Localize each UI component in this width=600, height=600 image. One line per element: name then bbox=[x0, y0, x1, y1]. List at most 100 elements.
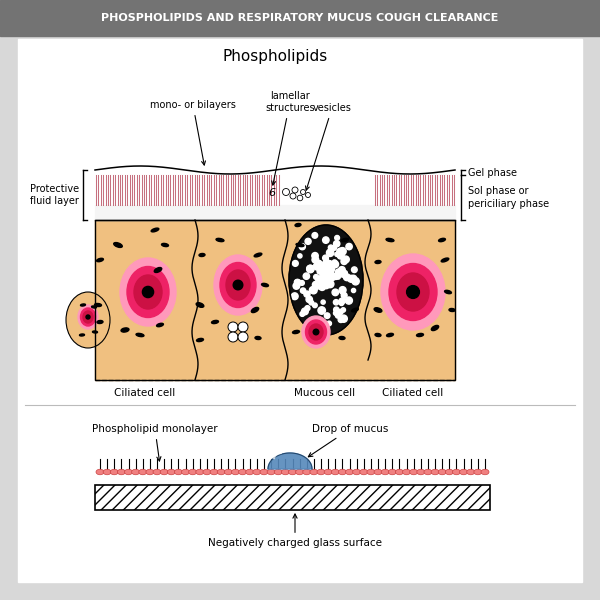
Ellipse shape bbox=[375, 334, 381, 337]
Bar bbox=[95, 220, 455, 380]
Ellipse shape bbox=[424, 469, 432, 475]
Circle shape bbox=[305, 305, 310, 311]
Circle shape bbox=[341, 258, 347, 265]
Circle shape bbox=[334, 311, 338, 316]
Ellipse shape bbox=[253, 469, 261, 475]
Ellipse shape bbox=[449, 308, 455, 311]
Circle shape bbox=[142, 286, 154, 298]
Ellipse shape bbox=[97, 258, 103, 262]
Circle shape bbox=[324, 262, 331, 269]
Ellipse shape bbox=[410, 469, 418, 475]
Ellipse shape bbox=[386, 334, 394, 337]
Ellipse shape bbox=[118, 469, 125, 475]
Ellipse shape bbox=[474, 469, 482, 475]
Ellipse shape bbox=[212, 320, 218, 323]
Bar bbox=[0, 0, 600, 36]
Ellipse shape bbox=[188, 469, 197, 475]
Circle shape bbox=[228, 332, 238, 342]
Circle shape bbox=[337, 252, 344, 259]
Ellipse shape bbox=[103, 469, 111, 475]
Ellipse shape bbox=[161, 244, 169, 247]
Circle shape bbox=[313, 303, 317, 308]
Circle shape bbox=[283, 188, 290, 196]
Circle shape bbox=[300, 311, 305, 316]
Circle shape bbox=[323, 322, 328, 326]
Circle shape bbox=[328, 265, 335, 272]
Circle shape bbox=[332, 245, 337, 250]
Circle shape bbox=[324, 277, 329, 282]
Circle shape bbox=[294, 284, 298, 289]
Circle shape bbox=[324, 258, 329, 263]
Circle shape bbox=[314, 263, 318, 268]
Text: Drop of mucus: Drop of mucus bbox=[308, 424, 388, 457]
Ellipse shape bbox=[481, 469, 489, 475]
Circle shape bbox=[306, 296, 313, 302]
Text: Negatively charged glass surface: Negatively charged glass surface bbox=[208, 514, 382, 548]
Circle shape bbox=[323, 237, 329, 244]
Circle shape bbox=[317, 265, 325, 272]
Circle shape bbox=[318, 307, 325, 314]
Ellipse shape bbox=[374, 469, 382, 475]
Circle shape bbox=[304, 291, 310, 297]
Circle shape bbox=[327, 321, 331, 326]
Ellipse shape bbox=[293, 331, 299, 334]
Ellipse shape bbox=[367, 469, 375, 475]
Circle shape bbox=[309, 301, 314, 305]
Circle shape bbox=[295, 280, 301, 286]
Text: Ciliated cell: Ciliated cell bbox=[115, 388, 176, 398]
Ellipse shape bbox=[246, 469, 254, 475]
Circle shape bbox=[321, 300, 325, 304]
Ellipse shape bbox=[125, 469, 133, 475]
Circle shape bbox=[323, 255, 328, 261]
Ellipse shape bbox=[121, 328, 129, 332]
Circle shape bbox=[334, 274, 339, 280]
Ellipse shape bbox=[131, 469, 140, 475]
Ellipse shape bbox=[445, 469, 454, 475]
Ellipse shape bbox=[296, 244, 304, 247]
Circle shape bbox=[320, 270, 327, 277]
Circle shape bbox=[317, 269, 323, 274]
Ellipse shape bbox=[267, 469, 275, 475]
Ellipse shape bbox=[134, 275, 162, 309]
Text: Phospholipids: Phospholipids bbox=[223, 49, 328, 64]
Ellipse shape bbox=[417, 469, 425, 475]
Ellipse shape bbox=[214, 255, 262, 315]
Circle shape bbox=[334, 241, 340, 247]
Text: Protective
fluid layer: Protective fluid layer bbox=[30, 184, 79, 206]
Circle shape bbox=[338, 317, 344, 322]
Circle shape bbox=[335, 269, 342, 275]
Circle shape bbox=[345, 297, 352, 304]
Circle shape bbox=[322, 279, 327, 284]
Circle shape bbox=[316, 278, 320, 282]
Ellipse shape bbox=[226, 270, 250, 300]
Circle shape bbox=[320, 275, 327, 282]
Ellipse shape bbox=[397, 273, 429, 311]
Ellipse shape bbox=[153, 469, 161, 475]
Ellipse shape bbox=[389, 263, 437, 320]
Ellipse shape bbox=[154, 268, 162, 272]
Ellipse shape bbox=[374, 308, 382, 312]
Ellipse shape bbox=[441, 258, 449, 262]
Circle shape bbox=[326, 280, 334, 288]
Circle shape bbox=[328, 260, 332, 265]
Circle shape bbox=[347, 275, 355, 282]
Circle shape bbox=[86, 315, 90, 319]
Circle shape bbox=[321, 262, 328, 268]
Ellipse shape bbox=[95, 304, 101, 307]
Circle shape bbox=[305, 238, 311, 244]
Circle shape bbox=[338, 310, 343, 315]
Ellipse shape bbox=[114, 242, 122, 247]
Ellipse shape bbox=[182, 469, 190, 475]
Ellipse shape bbox=[80, 308, 95, 326]
Circle shape bbox=[303, 273, 310, 280]
Bar bbox=[95, 205, 455, 220]
Text: 6: 6 bbox=[268, 188, 275, 198]
Circle shape bbox=[293, 283, 300, 289]
Circle shape bbox=[314, 264, 320, 270]
Ellipse shape bbox=[83, 311, 93, 323]
Circle shape bbox=[340, 315, 347, 322]
Ellipse shape bbox=[220, 263, 256, 307]
Ellipse shape bbox=[352, 308, 358, 312]
Circle shape bbox=[326, 249, 334, 256]
Ellipse shape bbox=[346, 469, 353, 475]
